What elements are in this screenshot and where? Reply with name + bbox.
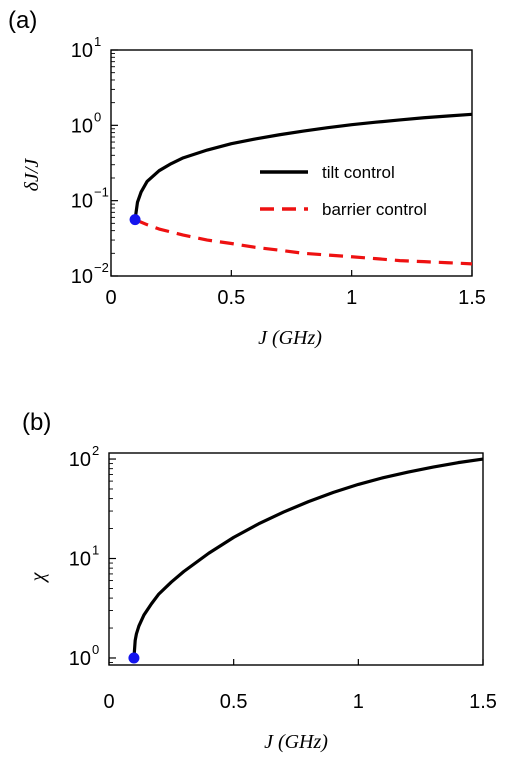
panel-a-x-tick-label: 1.5: [458, 287, 486, 309]
panel-a-y-tick-exponent: 0: [94, 109, 101, 124]
panel-b-plot-frame: [108, 452, 484, 666]
panel-b-x-tick-label: 1: [353, 691, 364, 713]
panel-b-x-tick-label: 0: [103, 691, 114, 713]
panel-b-start-marker: [128, 652, 140, 664]
panel-b-y-tick-label: 10: [69, 449, 91, 471]
panel-a-series-tilt-control: [133, 112, 473, 220]
panel-a-y-tick-label: 10: [71, 115, 93, 137]
panel-a-y-tick-label: 10: [71, 40, 93, 62]
panel-a-label: (a): [8, 7, 37, 34]
panel-b-x-tick-label: 1.5: [469, 691, 497, 713]
panel-b-x-tick-label: 0.5: [220, 691, 248, 713]
panel-a-x-tick-label: 0: [105, 287, 116, 309]
panel-a-y-tick-exponent: −1: [94, 185, 109, 200]
panel-b-y-tick-label: 10: [69, 549, 91, 571]
panel-a-y-tick-label: 10: [71, 191, 93, 213]
panel-b-x-axis-label: J (GHz): [264, 731, 328, 753]
panel-a-y-tick-label: 10: [71, 266, 93, 288]
panel-b-series-curve: [132, 457, 484, 659]
panel-a-y-tick-exponent: −2: [94, 260, 109, 275]
panel-a-start-marker: [129, 214, 141, 226]
legend-label-barrier-control: barrier control: [322, 200, 427, 219]
panel-b-y-tick-exponent: 2: [92, 443, 99, 458]
panel-b-y-axis-label: χ: [27, 571, 49, 583]
panel-a-x-tick-label: 1: [346, 287, 357, 309]
panel-a-x-axis-label: J (GHz): [258, 327, 322, 349]
panel-a-series-barrier-control: [134, 218, 473, 266]
panel-a-plot-frame: [110, 49, 473, 277]
panel-a-y-axis-label: δJ/J: [21, 158, 43, 192]
legend-label-tilt-control: tilt control: [322, 163, 395, 182]
panel-b-y-tick-label: 10: [69, 648, 91, 670]
panel-a-y-tick-exponent: 1: [94, 34, 101, 49]
panel-b-y-tick-exponent: 0: [92, 642, 99, 657]
panel-a-x-tick-label: 0.5: [217, 287, 245, 309]
panel-a-legend: tilt control barrier control: [260, 163, 427, 219]
panel-b-y-tick-exponent: 1: [92, 543, 99, 558]
panel-b-label: (b): [22, 409, 51, 436]
